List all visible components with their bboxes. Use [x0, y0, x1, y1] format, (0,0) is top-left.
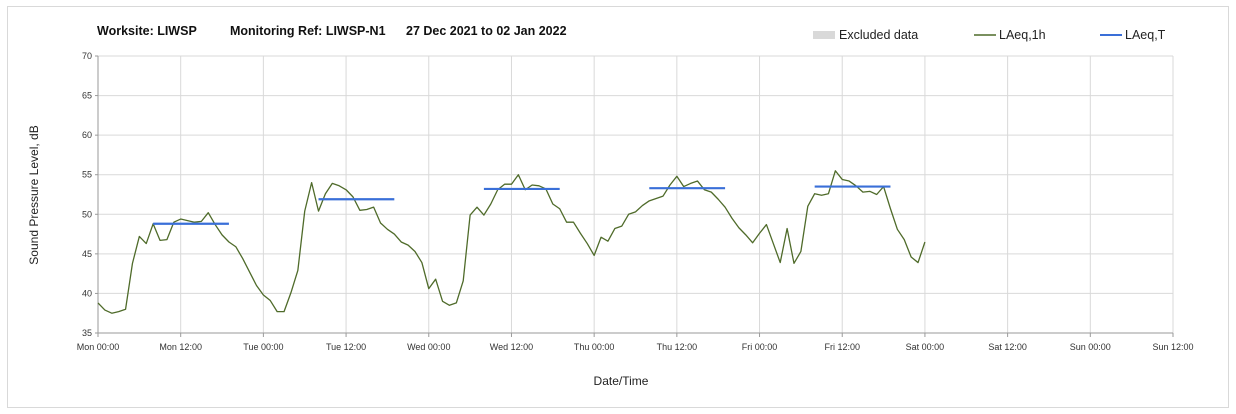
y-tick-label: 45 — [82, 249, 92, 259]
y-tick-label: 55 — [82, 170, 92, 180]
x-tick-label: Thu 00:00 — [574, 342, 615, 352]
y-tick-labels: 35 40 45 50 55 60 65 70 — [82, 51, 92, 338]
x-tick-label: Sun 00:00 — [1070, 342, 1111, 352]
legend-excluded-label: Excluded data — [839, 28, 918, 42]
chart-svg: Worksite: LIWSP Monitoring Ref: LIWSP-N1… — [27, 24, 1194, 388]
x-tick-label: Sat 12:00 — [988, 342, 1027, 352]
y-tick-label: 40 — [82, 288, 92, 298]
y-tick-label: 60 — [82, 130, 92, 140]
legend-laeqT-label: LAeq,T — [1125, 28, 1166, 42]
x-tick-label: Wed 00:00 — [407, 342, 450, 352]
x-tick-label: Mon 12:00 — [159, 342, 202, 352]
legend: Excluded data LAeq,1h LAeq,T — [813, 28, 1166, 42]
x-tick-label: Thu 12:00 — [657, 342, 698, 352]
y-tick-label: 35 — [82, 328, 92, 338]
series-layer — [97, 170, 926, 314]
grid-layer — [98, 55, 1174, 333]
y-tick-label: 70 — [82, 51, 92, 61]
x-tick-label: Tue 12:00 — [326, 342, 366, 352]
x-tick-label: Wed 12:00 — [490, 342, 533, 352]
x-tick-label: Sun 12:00 — [1152, 342, 1193, 352]
x-tick-label: Tue 00:00 — [243, 342, 283, 352]
x-tick-labels: Mon 00:00 Mon 12:00 Tue 00:00 Tue 12:00 Wed … — [77, 342, 1194, 352]
legend-laeq1h-label: LAeq,1h — [999, 28, 1046, 42]
y-tick-label: 50 — [82, 209, 92, 219]
axis-layer — [95, 55, 1174, 337]
chart-frame: Worksite: LIWSP Monitoring Ref: LIWSP-N1… — [7, 6, 1229, 408]
x-axis-title: Date/Time — [594, 374, 649, 388]
y-axis-title: Sound Pressure Level, dB — [27, 125, 41, 264]
y-tick-label: 65 — [82, 91, 92, 101]
series-line-laeq1h — [97, 170, 926, 314]
x-tick-label: Sat 00:00 — [906, 342, 945, 352]
header-monitoring-ref: Monitoring Ref: LIWSP-N1 — [230, 24, 386, 38]
x-tick-label: Fri 00:00 — [742, 342, 778, 352]
header-date-range: 27 Dec 2021 to 02 Jan 2022 — [406, 24, 567, 38]
header-worksite: Worksite: LIWSP — [97, 24, 197, 38]
x-tick-label: Mon 00:00 — [77, 342, 120, 352]
legend-excluded-swatch — [813, 31, 835, 39]
x-tick-label: Fri 12:00 — [824, 342, 860, 352]
